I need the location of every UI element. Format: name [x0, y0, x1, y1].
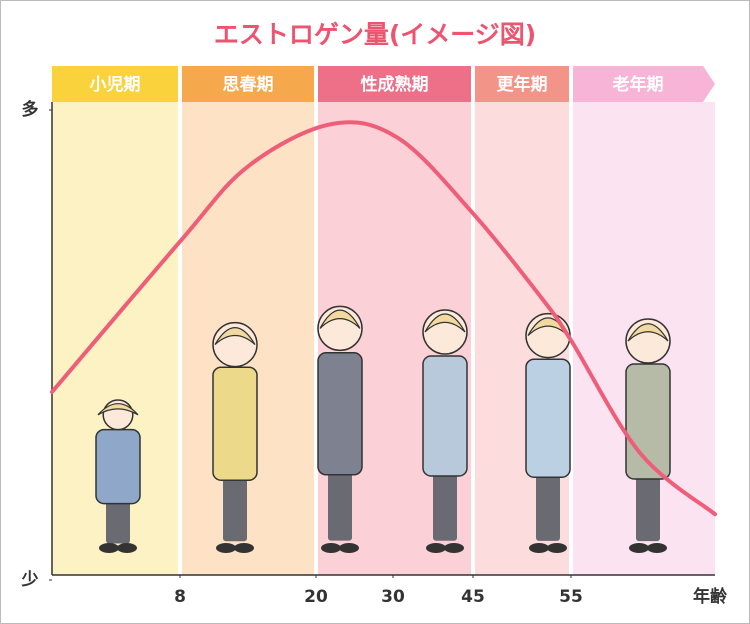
phase-header — [182, 66, 314, 102]
figure-shoe — [339, 543, 359, 553]
figure — [422, 309, 468, 553]
phase-label: 更年期 — [497, 74, 548, 95]
x-tick-label: 55 — [559, 587, 583, 607]
figure-shoe — [529, 543, 549, 553]
phase-label: 小児期 — [90, 75, 141, 95]
phase-header — [475, 66, 569, 102]
phase-header — [318, 66, 471, 102]
phase-header — [52, 66, 178, 102]
figure-body — [212, 366, 258, 481]
figure-shoe — [426, 543, 446, 553]
x-tick-label: 20 — [304, 587, 328, 607]
figure-hair — [627, 323, 669, 342]
figure-shoe — [444, 543, 464, 553]
figure-body — [317, 352, 363, 476]
phase-bands: 小児期 思春期 性成熟期 更年期 老年期 — [52, 66, 715, 575]
phase-label: 思春期 — [223, 74, 274, 95]
illustrations — [95, 305, 671, 553]
figure-hair — [319, 309, 361, 329]
figure-hair — [214, 327, 256, 346]
y-tick-label: 多 — [22, 99, 39, 120]
figure-hair — [97, 403, 139, 416]
figure-shoe — [216, 543, 236, 553]
phase-label: 老年期 — [612, 74, 664, 95]
figure-body — [422, 355, 468, 477]
x-tick-label: 8 — [174, 587, 186, 607]
line-series — [50, 120, 717, 517]
figure-body — [95, 428, 141, 505]
figure-hair — [424, 313, 466, 333]
phase-header — [573, 66, 715, 102]
figure-shoe — [234, 543, 254, 553]
figure — [212, 321, 258, 553]
figure — [95, 399, 141, 553]
y-tick-label: 少 — [21, 570, 39, 590]
chart-title: エストロゲン量(イメージ図) — [214, 20, 536, 49]
x-tick-label: 45 — [461, 587, 485, 607]
figure-shoe — [321, 543, 341, 553]
x-tick-label: 30 — [381, 587, 405, 607]
figure-body — [525, 358, 571, 478]
phase-label: 性成熟期 — [361, 74, 429, 95]
plot: 少 多 8 20 30 45 55 年齢 — [21, 99, 728, 607]
figure-shoe — [547, 543, 567, 553]
figure-shoe — [117, 543, 137, 553]
figure-shoe — [629, 543, 649, 553]
x-axis-label: 年齢 — [693, 586, 728, 607]
figure-shoe — [99, 543, 119, 553]
figure-shoe — [647, 543, 667, 553]
figure — [317, 305, 363, 553]
